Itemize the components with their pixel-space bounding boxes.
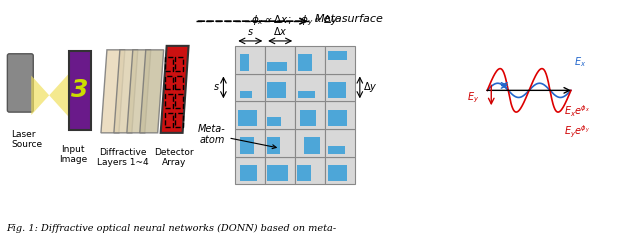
Bar (236, 101, 265, 129)
Bar (328, 146, 345, 154)
FancyBboxPatch shape (8, 54, 33, 112)
Text: $\Delta x$: $\Delta x$ (273, 25, 287, 37)
Bar (236, 74, 265, 101)
Bar (298, 91, 315, 98)
Bar (164, 76, 173, 89)
Polygon shape (140, 50, 164, 133)
Text: $\Delta y$: $\Delta y$ (363, 80, 378, 94)
Bar (267, 62, 287, 71)
Bar (328, 82, 346, 98)
Bar (265, 74, 295, 101)
Bar (236, 46, 265, 74)
Bar (328, 165, 347, 182)
Bar (304, 137, 319, 154)
Text: Diffractive
Layers 1~4: Diffractive Layers 1~4 (97, 148, 148, 167)
Bar (267, 82, 286, 98)
Bar (325, 157, 355, 184)
Bar (298, 54, 312, 71)
Bar (295, 101, 325, 129)
Bar (295, 74, 325, 101)
Bar (300, 110, 316, 126)
Bar (175, 76, 182, 89)
Bar (325, 74, 355, 101)
Text: Input
Image: Input Image (59, 145, 87, 164)
Bar (267, 165, 288, 182)
Polygon shape (114, 50, 138, 133)
Text: $E_x e^{\phi_x}$: $E_x e^{\phi_x}$ (564, 103, 590, 119)
Bar (325, 101, 355, 129)
Bar (175, 94, 182, 108)
Bar (240, 137, 254, 154)
FancyBboxPatch shape (69, 51, 91, 130)
Bar (267, 117, 281, 126)
Polygon shape (161, 46, 189, 133)
Bar (325, 129, 355, 157)
Bar (265, 129, 295, 157)
Bar (325, 46, 355, 74)
Bar (238, 110, 257, 126)
Bar (328, 51, 347, 60)
Bar (296, 165, 311, 182)
Bar (240, 91, 252, 98)
Bar (265, 46, 295, 74)
Bar (175, 113, 182, 127)
Text: 3: 3 (71, 78, 89, 102)
Text: Metasurface: Metasurface (315, 14, 384, 24)
Text: $E_y$: $E_y$ (467, 91, 479, 105)
Text: s: s (214, 82, 220, 92)
Polygon shape (31, 66, 76, 125)
Text: $\phi_x \propto \Delta x$;   $\phi_y \propto \Delta y$: $\phi_x \propto \Delta x$; $\phi_y \prop… (252, 14, 339, 28)
Bar (295, 157, 325, 184)
Text: s: s (248, 27, 253, 37)
Bar (265, 157, 295, 184)
Text: Laser
Source: Laser Source (12, 130, 42, 149)
Bar (295, 46, 325, 74)
Text: Fig. 1: Diffractive optical neural networks (DONN) based on meta-: Fig. 1: Diffractive optical neural netwo… (6, 224, 337, 233)
Text: Detector
Array: Detector Array (154, 148, 193, 167)
Bar (164, 94, 173, 108)
Bar (240, 54, 250, 71)
Bar (295, 129, 325, 157)
Bar (236, 157, 265, 184)
Bar (240, 165, 257, 182)
Bar (265, 101, 295, 129)
Polygon shape (101, 50, 125, 133)
Text: Meta-
atom: Meta- atom (198, 124, 276, 149)
Text: $E_y e^{\phi_y}$: $E_y e^{\phi_y}$ (564, 123, 590, 140)
Bar (328, 110, 347, 126)
Bar (175, 57, 182, 71)
Bar (267, 137, 280, 154)
Bar (164, 57, 173, 71)
Bar (236, 129, 265, 157)
Bar (164, 113, 173, 127)
Polygon shape (127, 50, 151, 133)
Text: $E_x$: $E_x$ (574, 56, 586, 69)
